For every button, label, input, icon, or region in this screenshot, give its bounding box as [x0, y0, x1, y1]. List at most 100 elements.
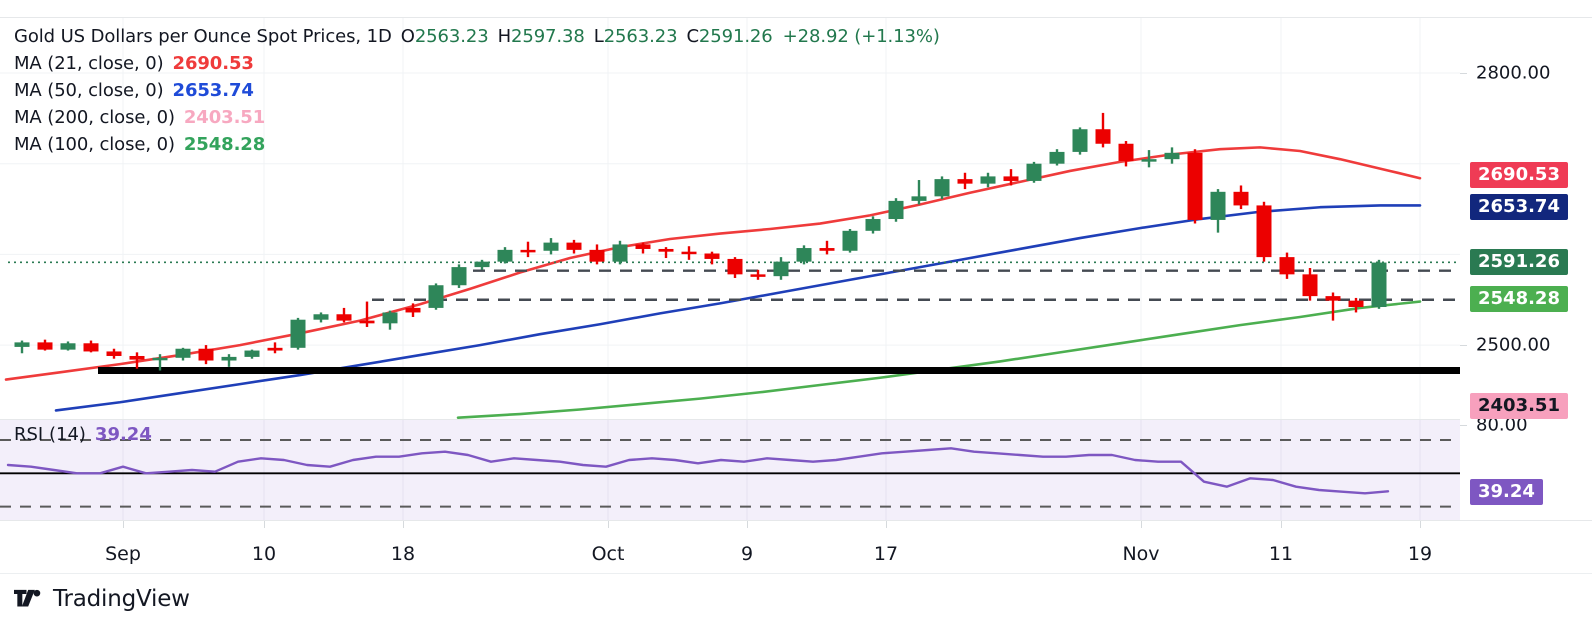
- time-tick-mark: [1141, 521, 1142, 528]
- price-axis-badge[interactable]: 2653.74: [1470, 194, 1568, 220]
- price-axis-badge[interactable]: 2403.51: [1470, 393, 1568, 419]
- candlestick: [681, 246, 697, 260]
- axis-tick-mark: [1460, 425, 1467, 426]
- candlestick: [290, 317, 306, 350]
- candlestick: [1164, 147, 1180, 164]
- candlestick: [14, 340, 30, 354]
- candlestick: [888, 198, 904, 222]
- rsi-label: RSI (14): [14, 424, 86, 445]
- candlestick: [589, 244, 605, 265]
- candlestick: [957, 172, 973, 190]
- candlestick: [1141, 150, 1157, 168]
- rsi-pane[interactable]: [0, 420, 1460, 520]
- candlestick: [129, 352, 145, 369]
- candlestick: [1279, 252, 1295, 279]
- candlestick: [566, 239, 582, 254]
- candlestick: [198, 345, 214, 365]
- candlestick: [1302, 268, 1318, 301]
- time-axis[interactable]: Sep 10 18 Oct 9 17 Nov 11 19: [0, 520, 1592, 573]
- time-axis-label: 11: [1268, 543, 1294, 565]
- time-tick-mark: [403, 521, 404, 528]
- candlestick: [1325, 292, 1341, 321]
- candlestick: [612, 240, 628, 265]
- candlestick: [175, 347, 191, 361]
- candlestick: [543, 238, 559, 255]
- candlestick: [796, 245, 812, 265]
- price-axis-badge[interactable]: 39.24: [1470, 479, 1543, 505]
- candlestick: [244, 349, 260, 359]
- price-axis-badge[interactable]: 2690.53: [1470, 162, 1568, 188]
- candlestick: [727, 257, 743, 278]
- time-axis-label: 18: [390, 543, 416, 565]
- candlestick: [83, 340, 99, 353]
- candlestick: [1118, 141, 1134, 167]
- candlestick: [1348, 297, 1364, 313]
- time-axis-label: 19: [1407, 543, 1433, 565]
- candlestick: [635, 242, 651, 254]
- candlestick: [60, 341, 76, 351]
- candlestick: [1003, 169, 1019, 186]
- candlestick: [773, 257, 789, 280]
- price-plot: [0, 18, 1460, 420]
- candlestick: [152, 354, 168, 371]
- time-tick-mark: [264, 521, 265, 528]
- time-tick-mark: [747, 521, 748, 528]
- time-axis-label: Oct: [591, 543, 625, 565]
- candlestick: [1371, 259, 1387, 309]
- candlestick: [313, 312, 329, 323]
- pane-separator: [0, 419, 1460, 420]
- price-axis-tick: 80.00: [1476, 414, 1528, 436]
- candlestick: [1026, 161, 1042, 183]
- candlestick: [428, 283, 444, 310]
- time-axis-label: 17: [873, 543, 899, 565]
- top-divider: [0, 17, 1592, 18]
- candlestick: [980, 172, 996, 188]
- time-tick-mark: [123, 521, 124, 528]
- candlestick: [382, 310, 398, 330]
- time-axis-label: 9: [740, 543, 754, 565]
- candlestick: [1072, 127, 1088, 155]
- candlestick: [1233, 185, 1249, 210]
- candlestick: [359, 301, 375, 327]
- candlestick: [1095, 112, 1111, 148]
- candlestick: [704, 251, 720, 265]
- price-axis-badge[interactable]: 2591.26: [1470, 249, 1568, 275]
- candlestick: [1049, 149, 1065, 166]
- time-axis-label: 10: [251, 543, 277, 565]
- price-axis[interactable]: 2800.00 2500.00 80.00 2690.53 2653.74 2591.26…: [1460, 18, 1592, 520]
- rsi-value: 39.24: [94, 424, 152, 445]
- rsi-plot: [0, 420, 1460, 520]
- candlestick: [497, 247, 513, 264]
- tradingview-logo[interactable]: TradingView: [14, 586, 190, 612]
- candlestick: [336, 307, 352, 323]
- candlestick: [106, 348, 122, 359]
- price-axis-tick: 2800.00: [1476, 62, 1551, 84]
- time-axis-label: Sep: [105, 543, 141, 565]
- rsi-legend[interactable]: RSI (14) 39.24: [14, 424, 152, 445]
- price-axis-tick: 2500.00: [1476, 334, 1551, 356]
- price-pane[interactable]: [0, 18, 1460, 420]
- time-tick-mark: [608, 521, 609, 528]
- time-tick-mark: [886, 521, 887, 528]
- price-axis-badge[interactable]: 2548.28: [1470, 286, 1568, 312]
- tradingview-wordmark: TradingView: [53, 586, 190, 612]
- candlestick: [451, 264, 467, 288]
- candlestick: [842, 229, 858, 253]
- candlestick: [865, 216, 881, 234]
- time-tick-mark: [1420, 521, 1421, 528]
- candlestick: [1210, 189, 1226, 233]
- candlestick: [405, 303, 421, 317]
- candlestick: [221, 354, 237, 367]
- tradingview-mark-icon: [14, 589, 41, 607]
- time-axis-label: Nov: [1122, 543, 1160, 565]
- candlestick: [474, 259, 490, 270]
- candlestick: [1187, 149, 1203, 224]
- candlestick: [1256, 201, 1272, 262]
- candlestick: [911, 180, 927, 205]
- candlestick: [819, 240, 835, 255]
- axis-tick-mark: [1460, 345, 1467, 346]
- time-tick-mark: [1281, 521, 1282, 528]
- candlestick: [750, 269, 766, 280]
- axis-tick-mark: [1460, 73, 1467, 74]
